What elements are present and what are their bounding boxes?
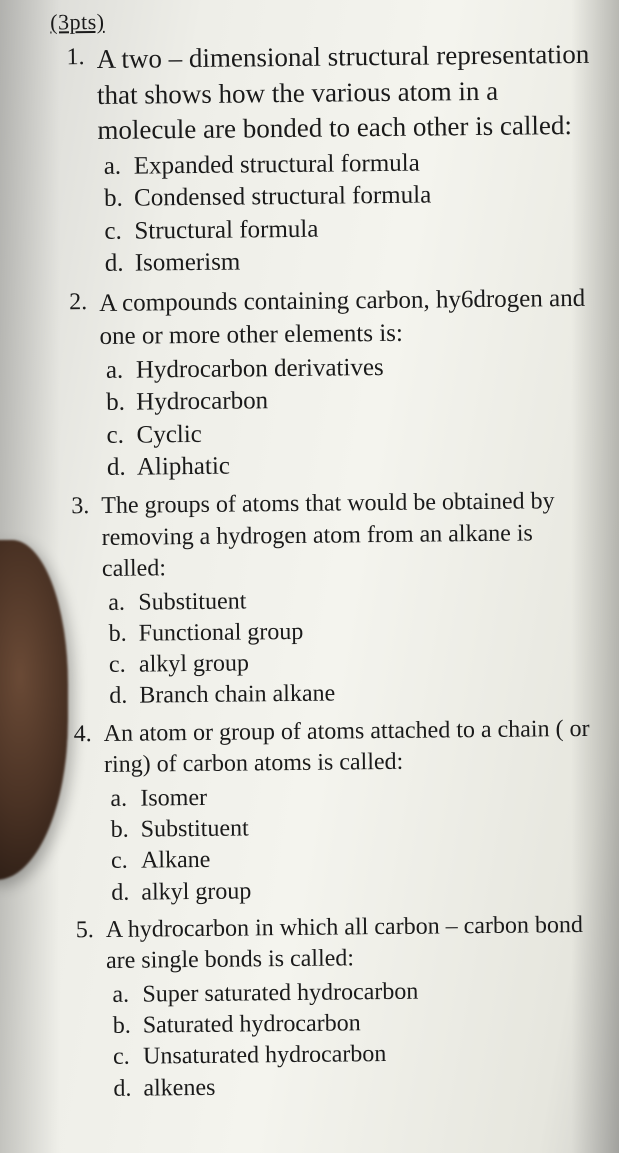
option-text: Substituent bbox=[141, 814, 249, 846]
option-text: Branch chain alkane bbox=[139, 679, 335, 712]
option-letter: b. bbox=[104, 183, 126, 216]
option-letter: d. bbox=[113, 1073, 135, 1104]
option-text: Saturated hydrocarbon bbox=[143, 1009, 361, 1042]
question-1-option-d: d. Isomerism bbox=[105, 243, 592, 281]
question-3: 3. The groups of atoms that would be obt… bbox=[67, 486, 596, 713]
option-text: Hydrocarbon derivatives bbox=[136, 352, 384, 387]
option-letter: d. bbox=[107, 452, 129, 485]
question-3-number: 3. bbox=[67, 491, 90, 586]
question-1-options: a. Expanded structural formula b. Conden… bbox=[104, 146, 592, 281]
option-letter: c. bbox=[113, 1042, 135, 1073]
question-1: 1. A two – dimensional structural repres… bbox=[62, 37, 591, 281]
question-3-option-a: a. Substituent bbox=[108, 583, 595, 619]
option-text: Hydrocarbon bbox=[136, 386, 268, 420]
question-5-option-c: c. Unsaturated hydrocarbon bbox=[113, 1037, 600, 1073]
option-letter: d. bbox=[105, 248, 127, 281]
option-text: alkenes bbox=[143, 1072, 215, 1104]
option-letter: c. bbox=[106, 420, 128, 453]
option-text: Structural formula bbox=[134, 214, 318, 248]
option-letter: d. bbox=[111, 877, 133, 908]
question-3-option-c: c. alkyl group bbox=[109, 645, 596, 681]
question-2-stem: A compounds containing carbon, hy6drogen… bbox=[99, 282, 593, 353]
question-5-option-a: a. Super saturated hydrocarbon bbox=[112, 975, 599, 1011]
question-4-option-d: d. alkyl group bbox=[111, 872, 598, 908]
option-text: alkyl group bbox=[141, 876, 251, 908]
question-5-stem: A hydrocarbon in which all carbon – carb… bbox=[106, 910, 600, 979]
option-letter: b. bbox=[108, 619, 130, 650]
option-letter: c. bbox=[104, 216, 126, 249]
question-4-option-b: b. Substituent bbox=[111, 810, 598, 846]
option-text: Expanded structural formula bbox=[134, 148, 420, 183]
option-letter: d. bbox=[109, 681, 131, 712]
question-2-number: 2. bbox=[65, 287, 88, 353]
question-1-stem: A two – dimensional structural represent… bbox=[96, 37, 590, 149]
points-header: (3pts) bbox=[50, 2, 589, 37]
option-text: Aliphatic bbox=[137, 451, 230, 484]
question-5-option-b: b. Saturated hydrocarbon bbox=[113, 1006, 600, 1042]
option-text: Substituent bbox=[138, 586, 246, 618]
option-text: Unsaturated hydrocarbon bbox=[143, 1039, 387, 1073]
question-2: 2. A compounds containing carbon, hy6dro… bbox=[65, 282, 594, 486]
question-4-stem: An atom or group of atoms attached to a … bbox=[104, 713, 598, 782]
option-letter: b. bbox=[106, 387, 128, 420]
option-text: Isomer bbox=[140, 783, 207, 815]
question-4-number: 4. bbox=[70, 719, 93, 783]
question-3-stem: The groups of atoms that would be obtain… bbox=[101, 486, 595, 586]
question-1-option-a: a. Expanded structural formula bbox=[104, 146, 591, 184]
question-2-option-c: c. Cyclic bbox=[106, 415, 593, 453]
option-letter: a. bbox=[112, 980, 134, 1011]
option-letter: c. bbox=[111, 846, 133, 877]
option-letter: c. bbox=[109, 650, 131, 681]
option-text: Isomerism bbox=[135, 247, 241, 281]
option-text: Condensed structural formula bbox=[134, 180, 431, 216]
question-5-number: 5. bbox=[72, 915, 95, 979]
question-1-option-c: c. Structural formula bbox=[104, 211, 591, 249]
question-4: 4. An atom or group of atoms attached to… bbox=[70, 713, 599, 909]
question-1-option-b: b. Condensed structural formula bbox=[104, 178, 591, 216]
option-letter: a. bbox=[110, 784, 132, 815]
option-letter: b. bbox=[113, 1011, 135, 1042]
option-text: Alkane bbox=[141, 845, 211, 877]
question-4-options: a. Isomer b. Substituent c. Alkane d. al… bbox=[110, 779, 598, 909]
question-4-option-c: c. Alkane bbox=[111, 841, 598, 877]
option-letter: b. bbox=[111, 815, 133, 846]
option-text: Super saturated hydrocarbon bbox=[142, 977, 418, 1011]
question-3-option-d: d. Branch chain alkane bbox=[109, 676, 596, 712]
option-letter: a. bbox=[106, 355, 128, 388]
question-2-options: a. Hydrocarbon derivatives b. Hydrocarbo… bbox=[106, 350, 594, 485]
question-3-options: a. Substituent b. Functional group c. al… bbox=[108, 583, 596, 713]
question-2-option-d: d. Aliphatic bbox=[107, 447, 594, 485]
exam-page: (3pts) 1. A two – dimensional structural… bbox=[0, 0, 619, 1132]
question-3-option-b: b. Functional group bbox=[108, 614, 595, 650]
option-letter: a. bbox=[104, 151, 126, 184]
question-5: 5. A hydrocarbon in which all carbon – c… bbox=[72, 910, 601, 1106]
question-1-number: 1. bbox=[62, 42, 85, 149]
question-5-option-d: d. alkenes bbox=[113, 1068, 600, 1104]
question-2-option-b: b. Hydrocarbon bbox=[106, 382, 593, 420]
question-4-option-a: a. Isomer bbox=[110, 779, 597, 815]
option-text: Functional group bbox=[138, 617, 303, 650]
question-5-options: a. Super saturated hydrocarbon b. Satura… bbox=[112, 975, 600, 1105]
option-letter: a. bbox=[108, 588, 130, 619]
option-text: alkyl group bbox=[139, 649, 249, 681]
option-text: Cyclic bbox=[136, 419, 202, 452]
question-2-option-a: a. Hydrocarbon derivatives bbox=[106, 350, 593, 388]
